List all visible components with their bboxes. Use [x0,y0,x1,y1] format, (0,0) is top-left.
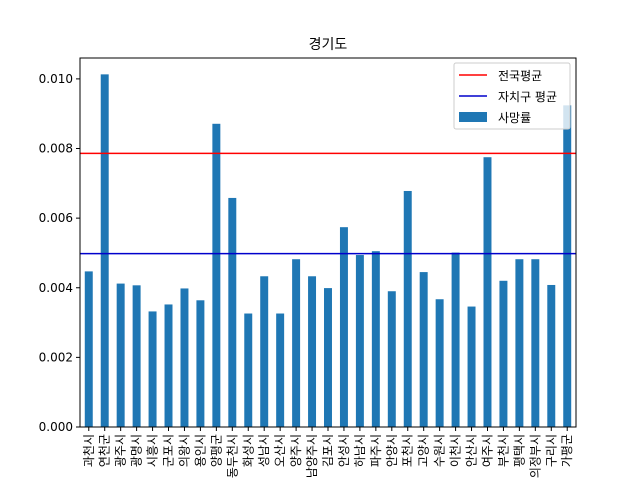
bar-29 [531,259,540,427]
bar-31 [563,105,572,427]
x-tick-label: 광명시 [130,434,144,467]
x-tick-label: 화성시 [241,434,255,467]
bar-22 [419,272,428,427]
legend-label: 전국평균 [498,69,542,83]
y-tick-label: 0.002 [39,350,73,364]
bar-6 [164,304,173,427]
x-tick-label: 김포시 [321,434,335,467]
x-tick-label: 부천시 [495,434,510,467]
bar-4 [132,285,141,427]
x-tick-label: 안성시 [337,434,351,467]
bar-1 [84,271,93,427]
bar-9 [212,123,221,427]
legend-bar-swatch [459,112,487,122]
x-tick-label: 의왕시 [177,434,191,467]
bar-3 [116,283,125,427]
y-axis: 0.000 0.002 0.004 0.006 0.008 0.010 [39,72,80,434]
bar-19 [371,251,380,427]
bar-7 [180,288,189,427]
legend-label: 자치구 평균 [498,90,557,104]
y-tick-label: 0.000 [39,420,73,434]
x-tick-label: 남양주시 [305,434,319,478]
bar-14 [292,259,301,427]
reference-lines [80,152,576,255]
x-tick-label: 하남시 [353,434,367,467]
x-tick-label: 구리시 [544,434,558,467]
bar-11 [244,313,253,427]
bar-18 [355,255,364,427]
bar-13 [276,313,285,427]
bar-24 [451,252,460,427]
bar-20 [387,291,396,427]
legend-label: 사망률 [498,111,531,125]
x-tick-label: 수원시 [433,434,447,467]
x-tick-label: 양평군 [209,434,223,467]
x-tick-label: 고양시 [417,434,431,467]
bar-8 [196,300,205,427]
y-tick-label: 0.004 [39,281,73,295]
x-tick-label: 군포시 [162,434,176,467]
chart-title: 경기도 [309,37,348,53]
bar-12 [260,276,269,427]
x-tick-label: 여주시 [480,434,494,467]
y-tick-label: 0.010 [39,72,73,86]
bar-17 [339,227,348,427]
bar-21 [403,190,412,427]
y-tick-label: 0.008 [39,142,73,156]
bar-16 [324,288,332,427]
bar-5 [148,311,157,427]
bar-15 [308,276,317,427]
x-tick-label: 연천군 [97,434,112,467]
bar-25 [467,306,476,427]
x-tick-label: 안산시 [465,434,479,467]
x-tick-label: 동두천시 [224,434,239,478]
x-tick-label: 시흥시 [146,434,160,467]
x-tick-label: 포천시 [400,434,415,467]
x-tick-label: 오산시 [273,434,287,467]
bars [84,74,572,428]
x-tick-label: 성남시 [257,434,271,467]
x-tick-label: 의정부시 [528,434,542,478]
x-axis: 과천시 연천군 광주시 광명시 시흥시 군포시 의왕시 용인시 양평군 동두천시 화성시 성남시 오산시… [81,427,574,478]
bar-26 [483,157,492,427]
x-tick-label: 양주시 [289,434,303,467]
bar-30 [547,284,556,427]
bar-10 [228,197,237,427]
bar-2 [100,74,109,428]
bar-28 [515,259,524,427]
x-tick-label: 용인시 [193,434,207,467]
x-tick-label: 가평군 [560,434,574,467]
bar-27 [499,280,508,427]
bar-23 [435,299,444,427]
x-tick-label: 평택시 [512,434,526,467]
y-tick-label: 0.006 [39,211,73,225]
x-tick-label: 파주시 [369,434,383,467]
x-tick-label: 안양시 [385,434,399,467]
x-tick-label: 광주시 [114,434,128,467]
x-tick-label: 과천시 [81,434,96,467]
x-tick-label: 이천시 [448,434,463,467]
